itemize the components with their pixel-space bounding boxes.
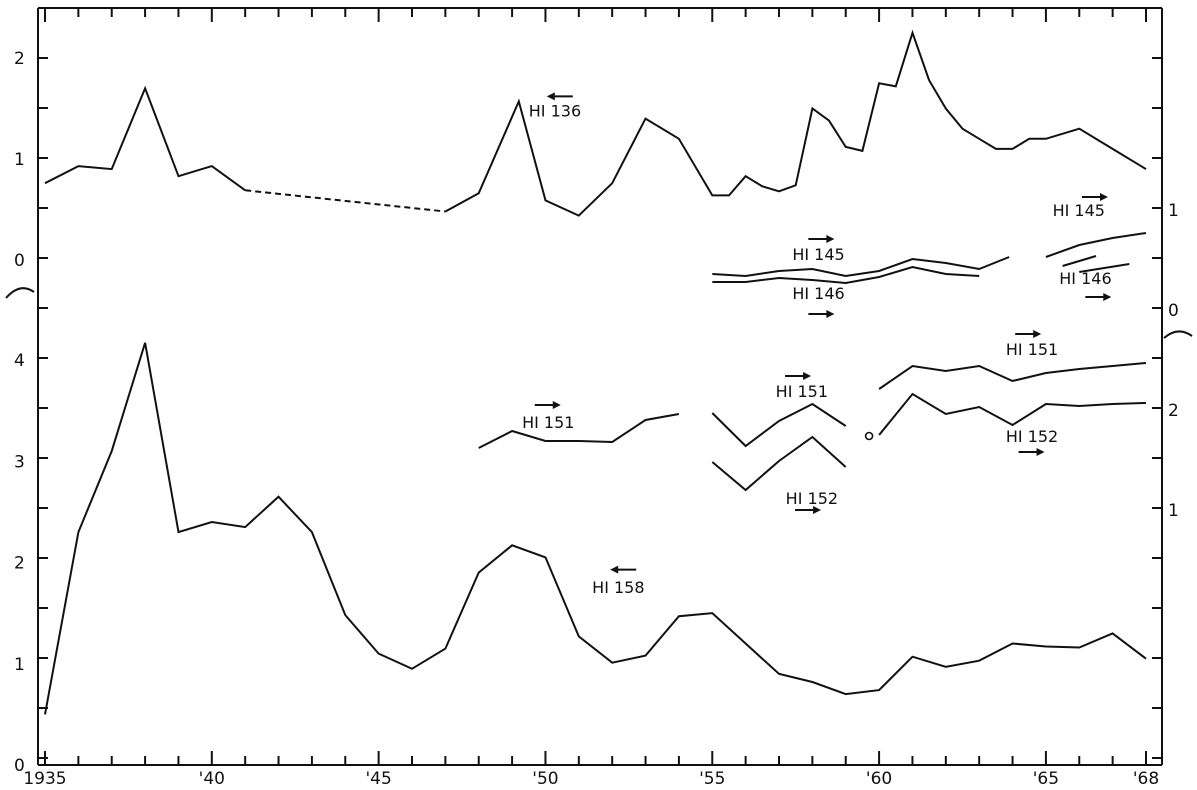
y-tick-label-right-lower: 2 bbox=[1168, 401, 1179, 421]
series-label-hi-145b: HI 145 bbox=[1053, 201, 1105, 220]
arrow-hi-146b bbox=[1085, 293, 1112, 301]
x-tick-label: '40 bbox=[199, 769, 225, 789]
y-tick-label-right-lower: 1 bbox=[1168, 501, 1179, 521]
series-hi-151-segment-2 bbox=[711, 402, 847, 448]
series-label-hi-146: HI 146 bbox=[792, 284, 844, 303]
series-hi-136-gap-line bbox=[245, 189, 446, 213]
y-tick-label-right-upper: 1 bbox=[1168, 201, 1179, 221]
arrow-hi-158 bbox=[610, 565, 637, 574]
arrow-hi-152-b bbox=[1018, 448, 1045, 456]
axis-labels: 1935 '40 '45 '50 '55 '60 '65 '68 0 1 2 0 1 2 3 4 0 1 1 2 bbox=[14, 49, 1179, 789]
series-hi-146-segment-2 bbox=[1062, 255, 1097, 267]
y-tick-label-left-lower: 0 bbox=[14, 756, 25, 776]
series-hi-145-segment-1 bbox=[712, 256, 1010, 278]
arrow-hi-151-b bbox=[785, 372, 812, 380]
arrow-hi-136 bbox=[546, 92, 573, 101]
series-hi-146-segment-1 bbox=[712, 265, 980, 285]
series-label-hi-151-c: HI 151 bbox=[1006, 340, 1058, 359]
ticks bbox=[5, 8, 1193, 765]
series-hi-158-line bbox=[44, 342, 1147, 715]
series-label-hi-145: HI 145 bbox=[792, 245, 844, 264]
arrow-hi-151-a bbox=[534, 401, 561, 409]
arrow-hi-145b bbox=[1081, 193, 1108, 201]
series-label-hi-152-a: HI 152 bbox=[786, 489, 838, 508]
x-tick-label: '45 bbox=[365, 769, 391, 789]
x-tick-label: '55 bbox=[699, 769, 725, 789]
series-hi-136-line bbox=[44, 85, 246, 192]
y-tick-label-left-upper: 2 bbox=[14, 49, 25, 69]
arrow-hi-146 bbox=[808, 310, 835, 318]
series-hi-136-line-cont bbox=[444, 29, 1147, 217]
data-lines bbox=[44, 29, 1147, 715]
arrow-hi-151-c bbox=[1015, 330, 1042, 338]
x-tick-label: '60 bbox=[866, 769, 892, 789]
x-tick-label: '50 bbox=[532, 769, 558, 789]
axis-break-right bbox=[1163, 330, 1193, 339]
x-tick-label: '65 bbox=[1033, 769, 1059, 789]
series-hi-151-segment-3 bbox=[878, 362, 1147, 390]
series-labels: HI 136 HI 145 HI 146 HI 145 HI 146 HI 158 HI 1… bbox=[522, 92, 1112, 597]
series-hi-152-open-marker bbox=[864, 431, 874, 441]
series-label-hi-146b: HI 146 bbox=[1059, 269, 1111, 288]
series-hi-145-segment-2 bbox=[1045, 232, 1147, 258]
series-hi-152-segment-2 bbox=[878, 392, 1147, 436]
frame bbox=[37, 7, 1163, 766]
y-tick-label-left-upper: 0 bbox=[14, 251, 25, 271]
series-hi-146-overline bbox=[1079, 263, 1130, 273]
series-label-hi-158: HI 158 bbox=[592, 578, 644, 597]
y-tick-label-left-lower: 2 bbox=[14, 554, 25, 574]
y-tick-label-right-upper: 0 bbox=[1168, 301, 1179, 321]
y-tick-label-left-lower: 4 bbox=[14, 351, 25, 371]
arrow-hi-152-a bbox=[795, 506, 822, 514]
series-label-hi-152-b: HI 152 bbox=[1006, 427, 1058, 446]
axis-break-left bbox=[5, 287, 35, 299]
y-tick-label-left-upper: 1 bbox=[14, 150, 25, 170]
series-hi-152-segment-1 bbox=[711, 435, 847, 492]
series-label-hi-136: HI 136 bbox=[529, 102, 581, 121]
series-hi-151-segment-1 bbox=[478, 413, 680, 449]
x-tick-label: 1935 bbox=[23, 769, 66, 789]
series-label-hi-151-a: HI 151 bbox=[522, 413, 574, 432]
series-label-hi-151-b: HI 151 bbox=[776, 382, 828, 401]
arrow-hi-145 bbox=[808, 235, 835, 243]
y-tick-label-left-lower: 3 bbox=[14, 452, 25, 472]
x-tick-label: '68 bbox=[1133, 769, 1159, 789]
y-tick-label-left-lower: 1 bbox=[14, 655, 25, 675]
